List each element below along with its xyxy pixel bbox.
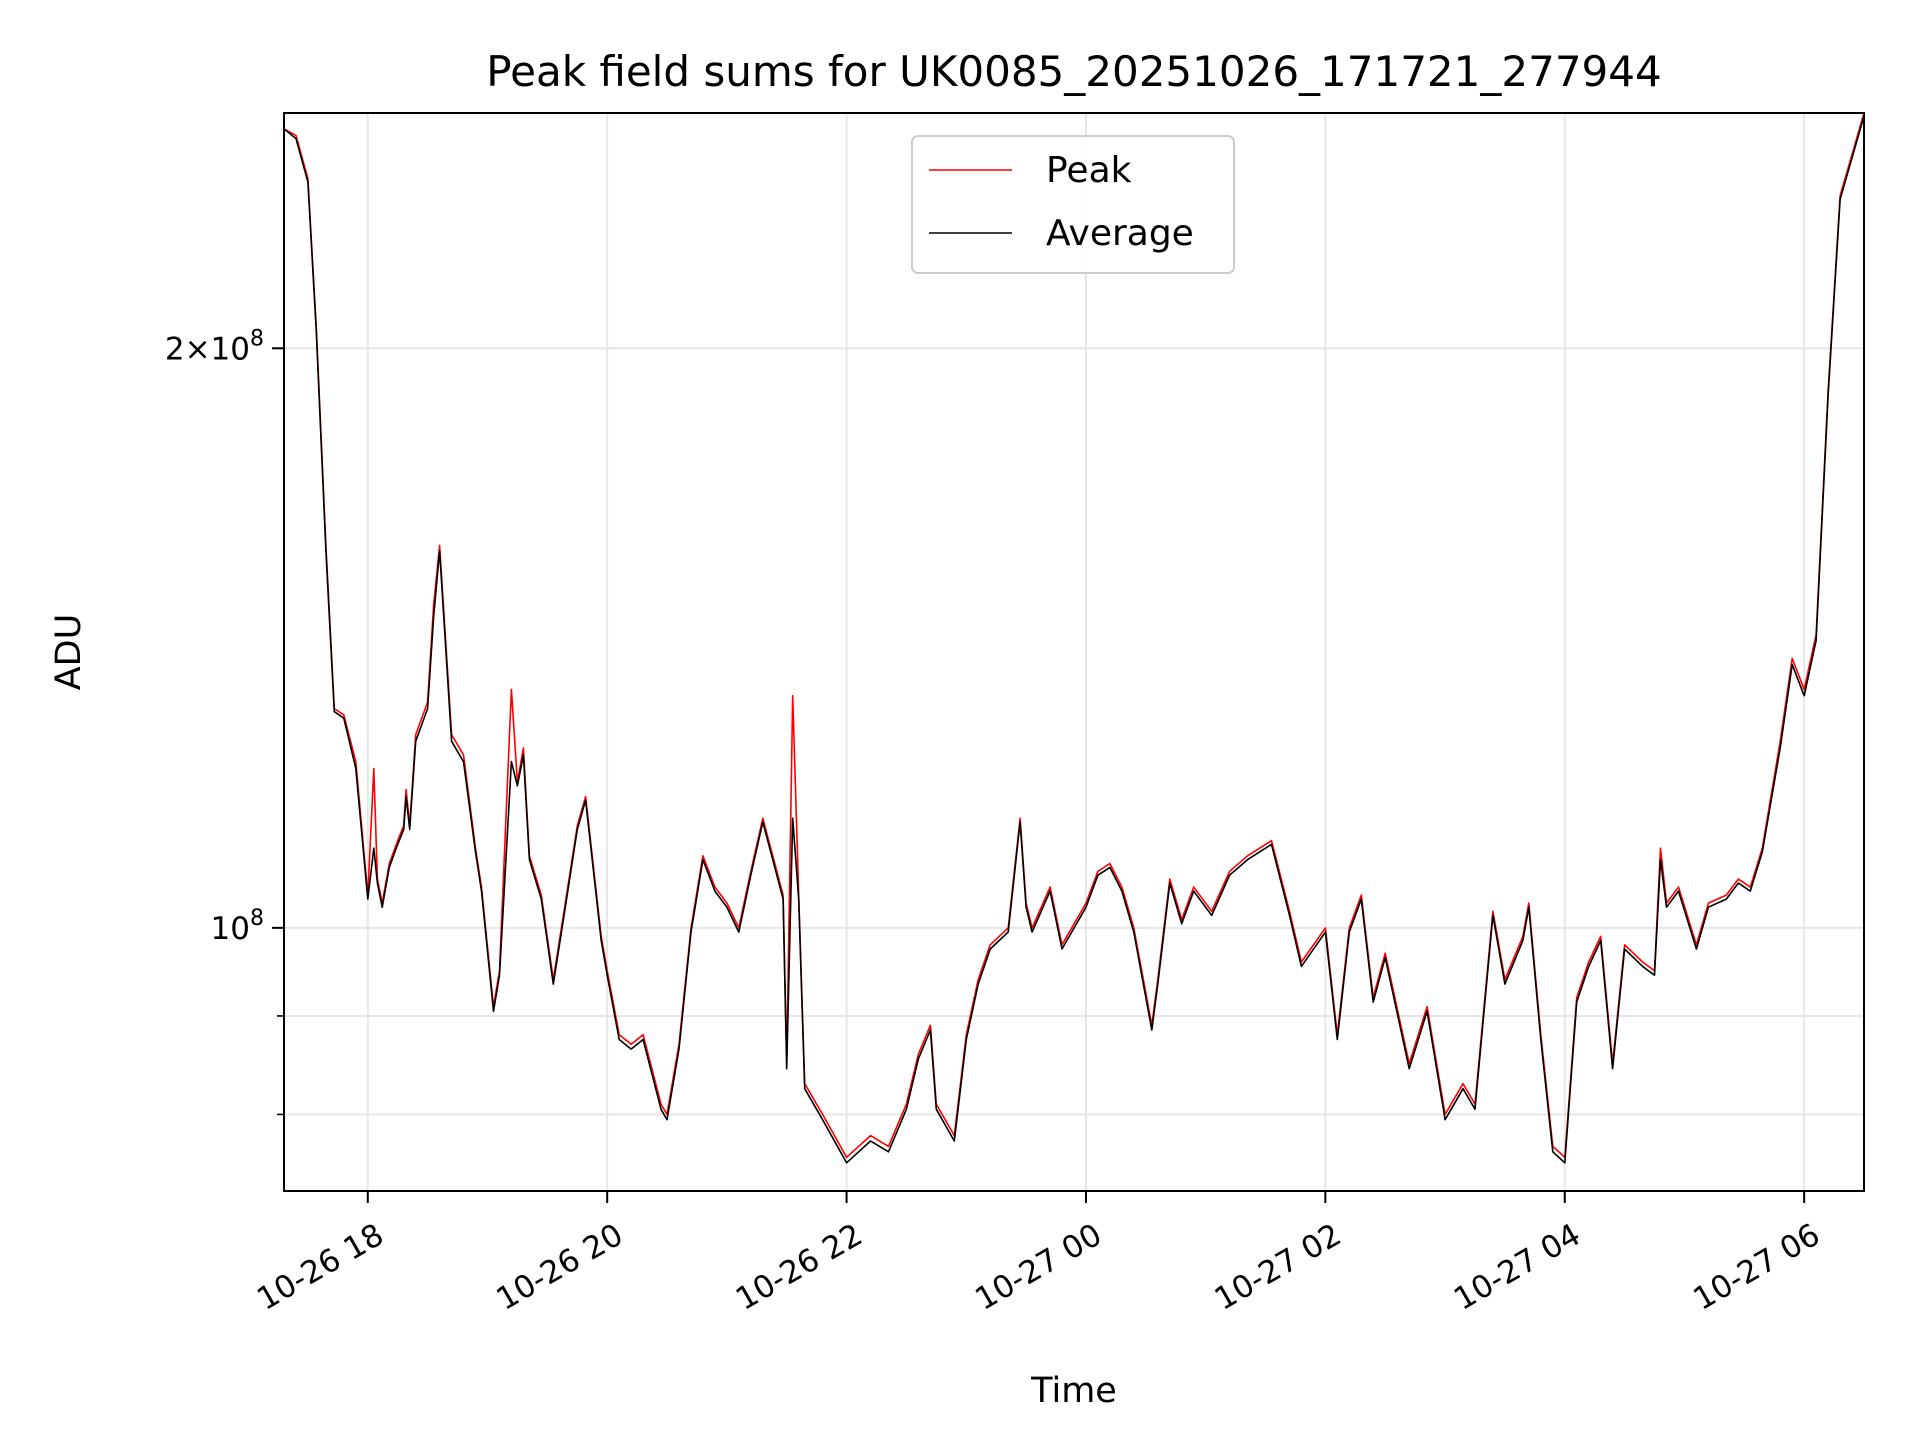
y-tick-mantissa: 10	[211, 911, 250, 947]
y-tick-label: 108	[211, 906, 264, 947]
y-tick-label: 2×108	[165, 326, 264, 367]
y-axis-label: ADU	[49, 614, 89, 691]
y-tick-exponent: 8	[250, 906, 264, 931]
series-layer	[283, 112, 1865, 1164]
grid	[284, 113, 1864, 1191]
legend: Peak Average	[911, 135, 1235, 274]
series-line-average	[283, 115, 1865, 1164]
y-tick-exponent: 8	[250, 326, 264, 351]
chart-title: Peak field sums for UK0085_20251026_1717…	[486, 47, 1661, 96]
y-tick-mantissa: 2×10	[165, 331, 250, 367]
x-axis-label: Time	[1030, 1371, 1117, 1411]
legend-peak-label: Peak	[1046, 150, 1132, 191]
plot-frame	[283, 112, 1865, 1192]
legend-average-label: Average	[1046, 213, 1194, 254]
